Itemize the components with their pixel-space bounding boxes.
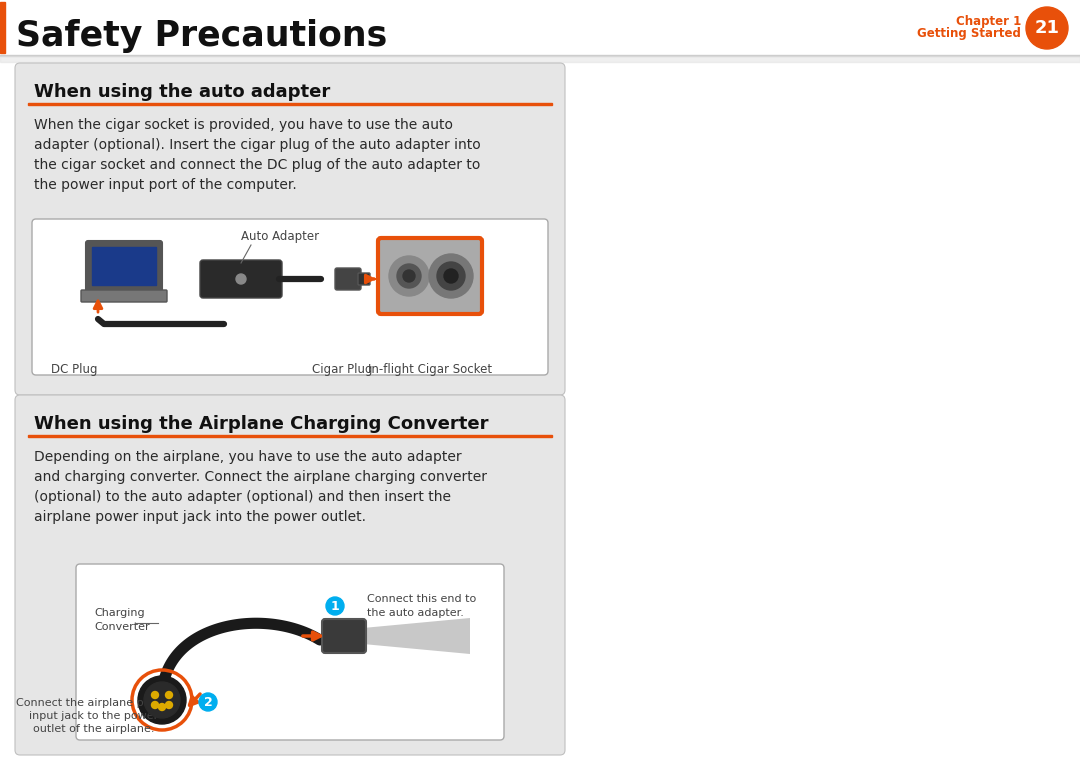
Circle shape [159,703,165,711]
Text: Cigar Plug: Cigar Plug [312,363,373,376]
Text: 1: 1 [330,600,339,613]
FancyBboxPatch shape [86,241,162,295]
FancyBboxPatch shape [15,63,565,395]
Circle shape [429,254,473,298]
FancyBboxPatch shape [357,273,370,285]
Text: Auto Adapter: Auto Adapter [241,230,319,243]
Text: DC Plug: DC Plug [51,363,97,376]
Bar [28,103,552,105]
FancyBboxPatch shape [335,268,361,290]
Circle shape [165,702,173,709]
Circle shape [389,256,429,296]
Circle shape [138,676,186,724]
Bar [0,0,1080,55]
Circle shape [403,270,415,282]
Text: When using the auto adapter: When using the auto adapter [33,83,330,101]
Circle shape [326,597,345,615]
Circle shape [165,692,173,699]
Text: 21: 21 [1035,19,1059,37]
Text: Depending on the airplane, you have to use the auto adapter
and charging convert: Depending on the airplane, you have to u… [33,450,487,524]
FancyBboxPatch shape [200,260,282,298]
Bar [92,247,156,285]
FancyBboxPatch shape [81,290,167,302]
Circle shape [444,269,458,283]
Text: Charging
Converter: Charging Converter [94,608,150,632]
Circle shape [151,702,159,709]
FancyBboxPatch shape [76,564,504,740]
Circle shape [1026,7,1068,49]
Circle shape [151,692,159,699]
FancyBboxPatch shape [32,219,548,375]
Text: In-flight Cigar Socket: In-flight Cigar Socket [368,363,492,376]
FancyBboxPatch shape [322,619,366,653]
Text: Safety Precautions: Safety Precautions [16,19,388,53]
Bar [28,435,552,437]
Text: Connect this end to
the auto adapter.: Connect this end to the auto adapter. [367,594,476,617]
Text: Connect the airplane power
input jack to the power
outlet of the airplane.: Connect the airplane power input jack to… [16,698,172,734]
Bar [0,55,1080,56]
Circle shape [199,693,217,711]
Circle shape [144,682,180,718]
FancyBboxPatch shape [15,395,565,755]
Bar [0,56,1080,62]
Circle shape [237,274,246,284]
Polygon shape [363,618,470,654]
Text: Getting Started: Getting Started [917,28,1021,41]
FancyBboxPatch shape [378,238,482,314]
Text: When the cigar socket is provided, you have to use the auto
adapter (optional). : When the cigar socket is provided, you h… [33,118,481,192]
Bar [0,2,5,53]
Text: 2: 2 [204,696,213,709]
Text: When using the Airplane Charging Converter: When using the Airplane Charging Convert… [33,415,488,433]
Circle shape [397,264,421,288]
Text: Chapter 1: Chapter 1 [956,15,1021,28]
Circle shape [437,262,465,290]
